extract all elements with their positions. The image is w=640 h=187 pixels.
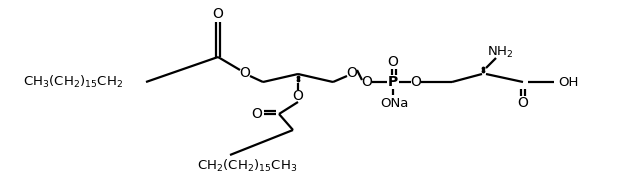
Text: O: O	[239, 66, 250, 80]
Text: O: O	[252, 107, 262, 121]
Text: O: O	[292, 89, 303, 103]
Text: CH$_3$(CH$_2$)$_{15}$CH$_2$: CH$_3$(CH$_2$)$_{15}$CH$_2$	[23, 74, 123, 90]
Text: O: O	[347, 66, 357, 80]
Text: O: O	[411, 75, 421, 89]
Text: OH: OH	[558, 76, 579, 88]
Text: O: O	[212, 7, 223, 21]
Text: O: O	[518, 96, 529, 110]
Text: CH$_2$(CH$_2$)$_{15}$CH$_3$: CH$_2$(CH$_2$)$_{15}$CH$_3$	[197, 158, 297, 174]
Text: P: P	[388, 75, 398, 89]
Text: ONa: ONa	[380, 96, 408, 110]
Text: NH$_2$: NH$_2$	[487, 45, 513, 59]
Text: O: O	[388, 55, 399, 69]
Text: O: O	[362, 75, 372, 89]
